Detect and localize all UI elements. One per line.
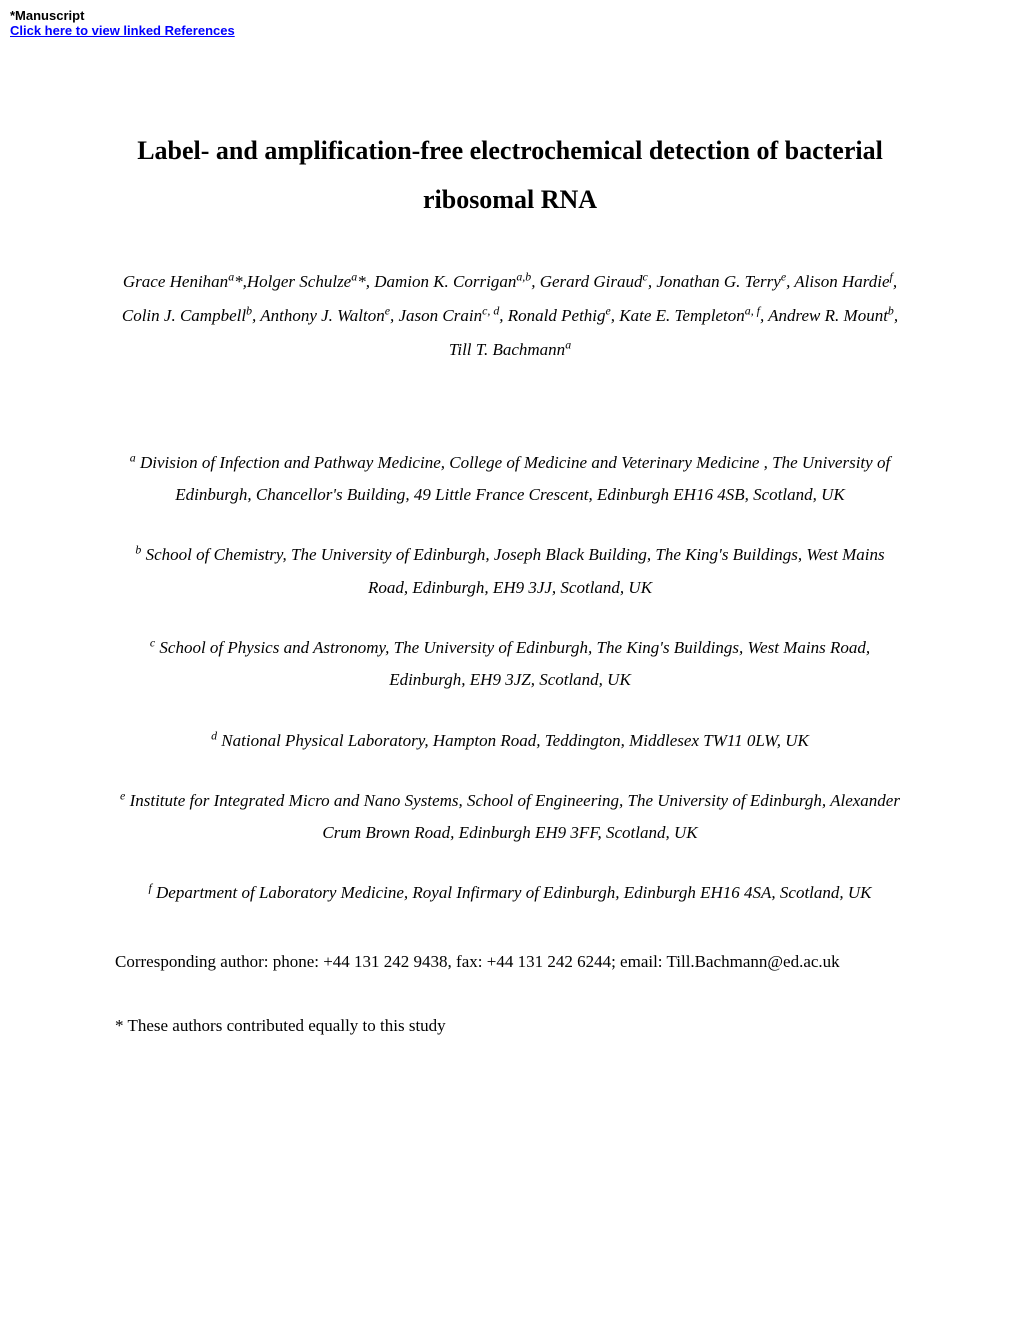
corresponding-author: Corresponding author: phone: +44 131 242… xyxy=(115,945,905,979)
references-link[interactable]: Click here to view linked References xyxy=(10,23,1010,38)
affiliation-item: e Institute for Integrated Micro and Nan… xyxy=(115,785,905,850)
page-content: Label- and amplification-free electroche… xyxy=(0,46,1020,1103)
affiliation-item: d National Physical Laboratory, Hampton … xyxy=(115,725,905,757)
authors-list: Grace Henihana*,Holger Schulzea*, Damion… xyxy=(115,265,905,367)
equal-contribution-note: * These authors contributed equally to t… xyxy=(115,1009,905,1043)
affiliation-item: b School of Chemistry, The University of… xyxy=(115,539,905,604)
affiliations-list: a Division of Infection and Pathway Medi… xyxy=(115,447,905,910)
affiliation-item: a Division of Infection and Pathway Medi… xyxy=(115,447,905,512)
paper-title: Label- and amplification-free electroche… xyxy=(115,126,905,225)
manuscript-label: *Manuscript xyxy=(10,8,1010,23)
manuscript-header: *Manuscript Click here to view linked Re… xyxy=(0,0,1020,46)
affiliation-item: c School of Physics and Astronomy, The U… xyxy=(115,632,905,697)
affiliation-item: f Department of Laboratory Medicine, Roy… xyxy=(115,877,905,909)
